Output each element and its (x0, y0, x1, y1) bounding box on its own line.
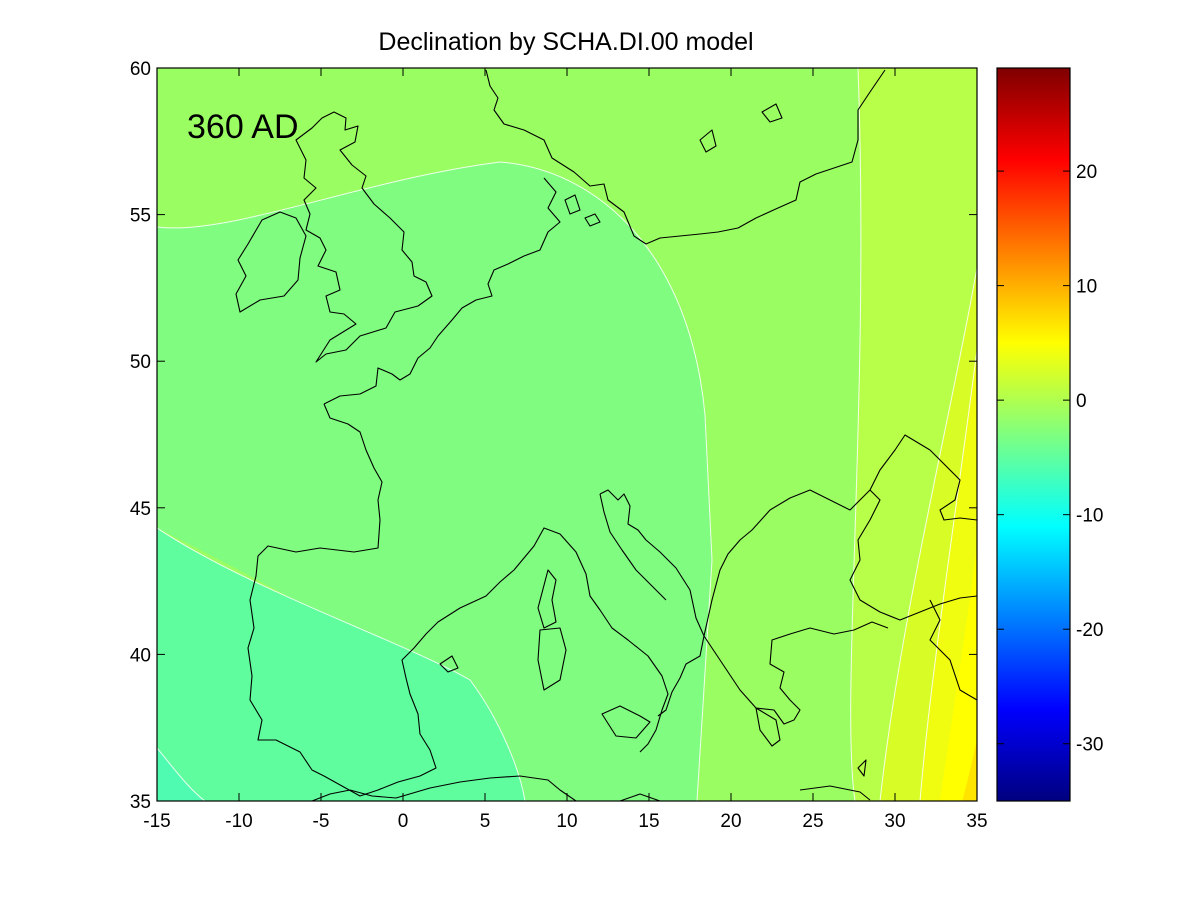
colorbar-tick-label: -10 (1076, 506, 1103, 527)
x-tick-label: 0 (398, 811, 409, 832)
map-plot-area: 360 AD (157, 68, 977, 801)
zone-mid-east (600, 68, 861, 801)
x-tick-label: 5 (480, 811, 491, 832)
x-tick-label: 20 (720, 811, 741, 832)
colorbar-tick-label: -20 (1076, 620, 1103, 641)
zone-east-4 (940, 545, 977, 801)
y-tick-label: 35 (130, 792, 151, 813)
x-tick-label: -5 (313, 811, 330, 832)
y-tick-label: 40 (130, 645, 151, 666)
zone-west (157, 528, 525, 801)
colorbar: 20 10 0 -10 -20 -30 (996, 67, 1103, 802)
x-tick-label: 25 (802, 811, 823, 832)
x-tick-label: 15 (638, 811, 659, 832)
chart-title: Declination by SCHA.DI.00 model (378, 28, 753, 56)
x-tick-label: 35 (966, 811, 987, 832)
contour-lines (157, 68, 977, 801)
colorbar-tick-label: 20 (1076, 162, 1097, 183)
colorbar-ticks: 20 10 0 -10 -20 -30 (997, 162, 1103, 756)
colorbar-tick-label: -30 (1076, 735, 1103, 756)
x-tick-label: -10 (225, 811, 252, 832)
zone-central (157, 162, 712, 801)
x-axis-ticks: -15 -10 -5 0 5 10 15 20 25 30 35 (143, 68, 988, 832)
zone-east-5 (962, 740, 977, 801)
y-tick-label: 45 (130, 499, 151, 520)
coastlines (235, 69, 977, 801)
colorbar-tick-label: 0 (1076, 391, 1087, 412)
zone-west-2 (157, 748, 205, 801)
colorbar-tick-label: 10 (1076, 277, 1097, 298)
x-tick-label: 30 (884, 811, 905, 832)
epoch-label: 360 AD (187, 108, 299, 146)
y-tick-label: 50 (130, 352, 151, 373)
y-tick-label: 55 (130, 206, 151, 227)
y-axis-ticks: 35 40 45 50 55 60 (130, 59, 977, 813)
y-tick-label: 60 (130, 59, 151, 80)
x-tick-label: -15 (143, 811, 170, 832)
colorbar-gradient (996, 67, 1071, 802)
x-tick-label: 10 (556, 811, 577, 832)
